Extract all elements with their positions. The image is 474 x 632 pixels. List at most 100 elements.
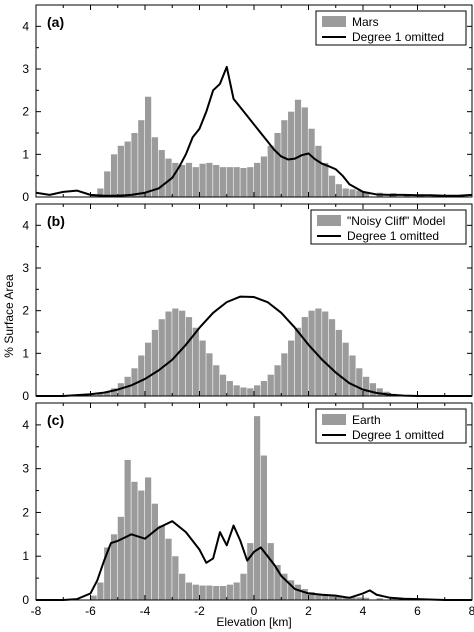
histogram-bar <box>356 368 363 396</box>
x-tick-label: 6 <box>414 604 421 618</box>
legend-swatch-histogram <box>322 16 346 27</box>
histogram-bar <box>349 189 356 197</box>
legend-label-histogram: "Noisy Cliff" Model <box>347 214 445 228</box>
histogram-bar <box>192 327 199 396</box>
histogram-bar <box>213 365 220 396</box>
histogram-bar <box>172 162 179 197</box>
histogram-bar <box>226 584 233 600</box>
histogram-bar <box>335 329 342 396</box>
histogram-bar <box>267 374 274 396</box>
legend-label-histogram: Earth <box>352 413 381 427</box>
y-tick-label: 4 <box>22 19 29 33</box>
histogram-bar <box>267 145 274 197</box>
histogram-bar <box>165 538 172 600</box>
histogram-bar <box>260 455 268 600</box>
y-tick-label: 4 <box>22 218 29 232</box>
y-tick-label: 2 <box>22 304 29 318</box>
legend-label-line: Degree 1 omitted <box>347 229 439 243</box>
y-tick-label: 2 <box>22 105 29 119</box>
histogram-bar <box>138 490 145 600</box>
degree-1-omitted-line <box>35 65 473 197</box>
histogram-bar <box>219 585 227 600</box>
histogram-bar <box>342 188 349 197</box>
histogram-bar <box>240 387 247 396</box>
panel-label: (b) <box>47 213 65 229</box>
histogram-bar <box>369 383 377 396</box>
histogram-bar <box>301 589 308 600</box>
y-tick-label: 3 <box>22 462 29 476</box>
histogram-bar <box>267 543 274 600</box>
histogram-bar <box>254 416 261 600</box>
histogram-bar <box>356 597 363 600</box>
histogram-bar <box>97 393 104 396</box>
histogram-bar <box>213 585 220 600</box>
histogram-bar <box>158 319 165 396</box>
x-axis-label: Elevation [km] <box>216 615 291 629</box>
histogram-bar <box>226 381 233 396</box>
x-tick-label: 2 <box>305 604 312 618</box>
histogram-bar <box>199 340 206 396</box>
histogram-bar <box>349 596 356 600</box>
histogram-bar <box>335 595 342 600</box>
y-tick-label: 0 <box>22 389 29 403</box>
histogram-bar <box>185 162 193 197</box>
histogram-bars <box>90 416 424 600</box>
histogram-bar <box>322 594 329 600</box>
histogram-bar <box>219 374 227 396</box>
histogram-bar <box>104 547 111 600</box>
y-tick-label: 4 <box>22 418 29 432</box>
histogram-bar <box>308 310 315 396</box>
histogram-bar <box>274 365 281 396</box>
histogram-bar <box>328 319 336 396</box>
histogram-bar <box>151 503 159 600</box>
histogram-bar <box>104 171 111 197</box>
histogram-bar <box>260 381 268 396</box>
legend-label-line: Degree 1 omitted <box>352 428 444 442</box>
histogram-bar <box>254 385 261 396</box>
histogram-bar <box>138 120 145 197</box>
y-tick-label: 0 <box>22 190 29 204</box>
y-tick-label: 3 <box>22 62 29 76</box>
x-tick-label: -2 <box>194 604 205 618</box>
histogram-bar <box>117 145 124 197</box>
y-tick-label: 3 <box>22 261 29 275</box>
histogram-bar <box>124 141 131 197</box>
histogram-bar <box>315 145 322 197</box>
histogram-bar <box>158 525 165 600</box>
x-tick-label: 0 <box>251 604 258 618</box>
histogram-bar <box>192 167 199 197</box>
degree-1-omitted-line <box>36 520 472 601</box>
histogram-bar <box>199 163 206 197</box>
histogram-bar <box>165 311 172 396</box>
histogram-bar <box>322 162 329 197</box>
histogram-bar <box>294 327 302 396</box>
histogram-bar <box>145 96 152 197</box>
histogram-bar <box>247 543 254 600</box>
x-tick-label: -4 <box>140 604 151 618</box>
histogram-bar <box>185 317 193 396</box>
histogram-bar <box>328 175 336 197</box>
histogram-bar <box>110 388 118 396</box>
histogram-bar <box>301 107 308 197</box>
histogram-bar <box>308 128 315 197</box>
x-tick-label: 4 <box>360 604 367 618</box>
x-tick-label: -6 <box>85 604 96 618</box>
histogram-bar <box>376 388 383 396</box>
histogram-bar <box>165 158 172 197</box>
histogram-bar <box>131 133 138 197</box>
y-tick-label: 2 <box>22 505 29 519</box>
histogram-bar <box>240 573 247 600</box>
histogram-bar <box>199 585 206 600</box>
histogram-bar <box>254 162 261 197</box>
histogram-bar <box>104 391 111 396</box>
histogram-bar <box>233 385 240 396</box>
histogram-bar <box>356 190 363 197</box>
histogram-bar <box>145 477 152 600</box>
histogram-bar <box>179 573 186 600</box>
histogram-bar <box>363 597 370 600</box>
